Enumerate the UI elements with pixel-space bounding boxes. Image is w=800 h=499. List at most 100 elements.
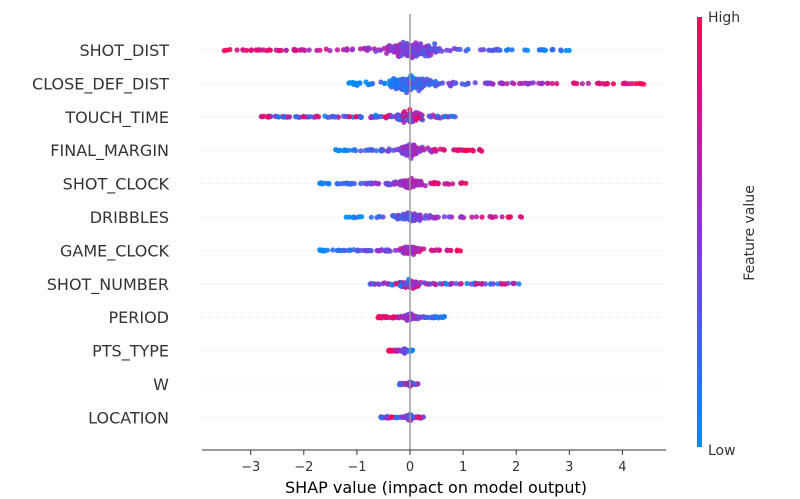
- shap-point: [352, 80, 358, 86]
- shap-point: [240, 47, 246, 53]
- x-tick-label: 2: [512, 460, 520, 475]
- shap-point: [433, 215, 439, 221]
- shap-point: [325, 114, 331, 120]
- shap-point: [490, 81, 496, 87]
- shap-point: [418, 81, 424, 87]
- shap-point: [234, 47, 240, 53]
- shap-point: [341, 148, 347, 154]
- shap-point: [502, 281, 508, 287]
- shap-point: [385, 148, 391, 154]
- shap-point: [332, 114, 338, 120]
- shap-point: [441, 214, 447, 220]
- feature-label: FINAL_MARGIN: [50, 141, 169, 161]
- feature-label: PERIOD: [108, 308, 169, 327]
- shap-point: [291, 47, 297, 53]
- feature-label: TOUCH_TIME: [64, 108, 169, 128]
- shap-point: [504, 81, 510, 87]
- shap-point: [391, 76, 397, 82]
- shap-point: [365, 82, 371, 88]
- shap-point: [522, 47, 528, 53]
- feature-row-points: [343, 210, 525, 224]
- x-tick-label: −3: [241, 460, 260, 475]
- shap-point: [444, 47, 450, 53]
- feature-row-points: [221, 39, 572, 61]
- shap-point: [395, 348, 401, 354]
- shap-point: [465, 147, 471, 153]
- shap-point: [602, 81, 608, 87]
- shap-point: [450, 113, 456, 119]
- shap-point: [408, 52, 414, 58]
- row-gridlines: [202, 49, 666, 418]
- shap-point: [422, 53, 428, 59]
- shap-point: [349, 180, 355, 186]
- feature-row-points: [258, 107, 458, 125]
- shap-point: [427, 281, 433, 287]
- shap-point: [414, 50, 420, 56]
- shap-point: [402, 282, 408, 288]
- shap-point: [451, 45, 457, 52]
- shap-point: [353, 215, 359, 221]
- shap-point: [422, 215, 428, 221]
- shap-point: [365, 248, 371, 254]
- shap-point: [307, 114, 313, 120]
- shap-point: [448, 83, 454, 89]
- shap-point: [455, 147, 461, 154]
- feature-row-points: [367, 276, 522, 291]
- x-axis-title: SHAP value (impact on model output): [285, 478, 587, 497]
- shap-point: [453, 281, 459, 287]
- shap-point: [421, 280, 427, 286]
- shap-point: [459, 214, 465, 220]
- shap-point: [387, 82, 393, 88]
- shap-point: [320, 180, 326, 186]
- shap-point: [368, 214, 374, 220]
- shap-point: [433, 282, 439, 288]
- shap-point: [300, 114, 306, 120]
- shap-point: [362, 46, 368, 52]
- shap-point: [400, 348, 406, 354]
- shap-point: [408, 249, 414, 255]
- shap-point: [379, 415, 385, 421]
- shap-point: [495, 281, 501, 287]
- shap-point: [392, 247, 399, 253]
- shap-point: [398, 313, 404, 320]
- shap-point: [314, 47, 320, 54]
- shap-point: [414, 213, 420, 219]
- shap-point: [433, 82, 439, 88]
- shap-point: [333, 147, 339, 153]
- shap-point: [293, 114, 299, 120]
- feature-label: SHOT_CLOCK: [63, 175, 170, 195]
- shap-point: [377, 314, 383, 320]
- shap-point: [405, 181, 411, 187]
- shap-point: [554, 81, 560, 87]
- shap-point: [538, 81, 545, 87]
- shap-point: [432, 41, 438, 47]
- x-tick-label: 1: [459, 460, 467, 475]
- shap-point: [434, 314, 440, 320]
- x-tick-label: 0: [406, 460, 414, 475]
- shap-point: [396, 117, 402, 123]
- shap-point: [425, 314, 431, 320]
- shap-point: [473, 280, 479, 287]
- shap-point: [347, 80, 353, 86]
- shap-point: [416, 148, 422, 154]
- shap-point: [579, 81, 586, 87]
- shap-point: [330, 247, 336, 253]
- shap-point: [341, 247, 347, 253]
- shap-point: [549, 80, 555, 87]
- colorbar-gradient: [697, 17, 702, 447]
- shap-point: [411, 76, 417, 82]
- feature-label: SHOT_DIST: [79, 41, 169, 61]
- shap-point: [402, 315, 408, 321]
- shap-point: [353, 113, 359, 120]
- shap-point: [373, 112, 379, 118]
- shap-point: [276, 114, 282, 120]
- feature-label: GAME_CLOCK: [60, 241, 170, 261]
- x-tick-label: −1: [347, 460, 366, 475]
- shap-point: [487, 281, 494, 287]
- shap-point: [440, 147, 447, 153]
- shap-point: [380, 147, 386, 153]
- feature-label: DRIBBLES: [90, 208, 169, 227]
- shap-point: [469, 214, 475, 220]
- shap-point: [351, 247, 357, 253]
- shap-point: [297, 47, 303, 53]
